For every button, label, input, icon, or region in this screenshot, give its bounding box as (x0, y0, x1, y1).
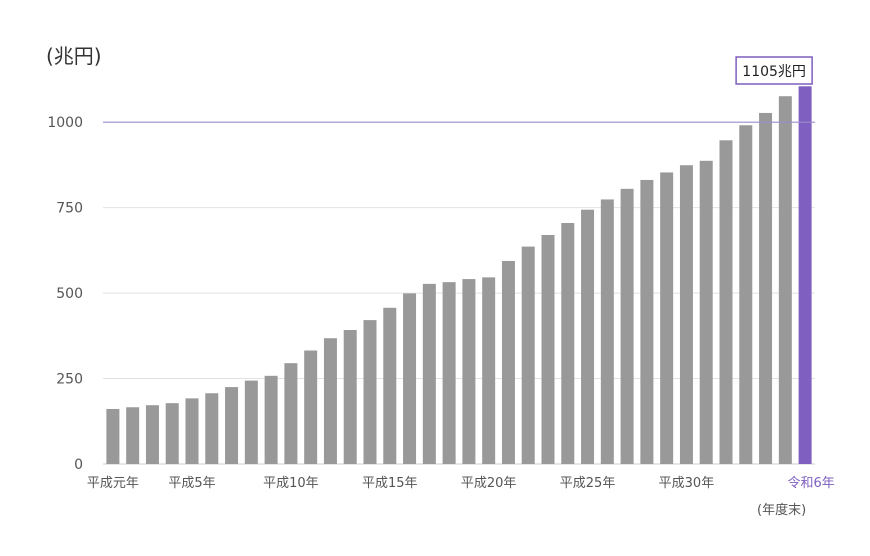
x-tick-label: 令和6年 (787, 476, 834, 491)
x-tick-label: 平成5年 (168, 476, 215, 491)
bar (521, 246, 535, 464)
bar (185, 398, 199, 464)
y-tick-label: 750 (56, 201, 83, 217)
y-tick-label: 1000 (47, 115, 83, 131)
y-tick-label: 0 (74, 457, 83, 473)
bar (304, 350, 318, 464)
x-tick-label: 平成30年 (659, 476, 715, 491)
bar (165, 403, 179, 464)
bar-highlight (798, 86, 812, 465)
bar (640, 179, 654, 464)
bar (403, 293, 417, 464)
bar (482, 277, 496, 464)
bar (126, 407, 140, 464)
bar (383, 307, 397, 464)
bar (581, 209, 595, 464)
bar (600, 199, 614, 464)
bar (719, 140, 733, 464)
bar (501, 260, 515, 464)
bar (284, 363, 298, 464)
bar (323, 338, 337, 464)
x-axis-period-note: (年度末) (757, 503, 807, 518)
bar (106, 408, 120, 464)
callout-value-label: 1105兆円 (742, 64, 806, 80)
bar (561, 223, 575, 464)
bar (343, 330, 357, 464)
bar (225, 387, 239, 464)
bar (442, 282, 456, 464)
x-tick-label: 平成15年 (362, 476, 418, 491)
x-tick-label: 平成25年 (560, 476, 616, 491)
callout-box (735, 56, 813, 85)
bar (462, 279, 476, 464)
bar (739, 125, 753, 464)
bar (699, 160, 713, 465)
bar (620, 188, 634, 464)
x-tick-label: 平成元年 (87, 476, 139, 491)
y-tick-label: 500 (56, 286, 83, 302)
y-tick-label: 250 (56, 372, 83, 388)
x-tick-label: 平成20年 (461, 476, 517, 491)
bar (205, 393, 219, 464)
bar (778, 96, 792, 464)
y-axis-unit-label: (兆円) (46, 44, 102, 68)
bar (541, 234, 555, 464)
bar (264, 375, 278, 464)
bar (244, 380, 258, 464)
bar (660, 172, 674, 465)
x-tick-label: 平成10年 (263, 476, 319, 491)
bar (679, 165, 693, 464)
bar (422, 283, 436, 464)
bar (363, 320, 377, 464)
bar (145, 405, 159, 464)
bar (759, 112, 773, 464)
